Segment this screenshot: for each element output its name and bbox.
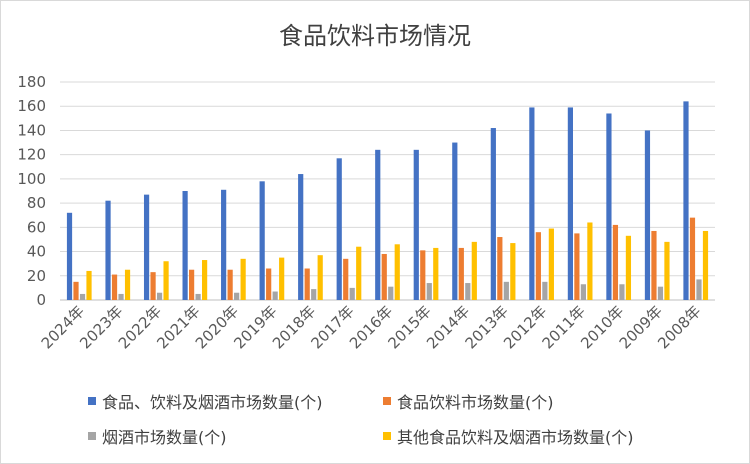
y-tick-label: 40 bbox=[27, 243, 46, 261]
bar-series-4 bbox=[625, 235, 632, 300]
bar-series-2 bbox=[189, 269, 195, 300]
legend-label: 食品饮料市场数量(个) bbox=[397, 393, 554, 412]
bar-series-4 bbox=[317, 255, 323, 300]
bar-series-4 bbox=[471, 241, 477, 300]
bar-series-2 bbox=[150, 272, 156, 300]
x-tick-label: 2008年 bbox=[654, 302, 704, 352]
bar-series-4 bbox=[510, 243, 516, 300]
bar-series-3 bbox=[696, 279, 702, 300]
legend-item-series-4: 其他食品饮料及烟酒市场数量(个) bbox=[383, 424, 634, 448]
y-tick-label: 100 bbox=[17, 170, 46, 188]
y-tick-label: 120 bbox=[17, 146, 46, 164]
bar-series-1 bbox=[66, 212, 73, 300]
bar-series-3 bbox=[234, 292, 240, 300]
bar-series-2 bbox=[343, 258, 349, 300]
bar-series-1 bbox=[567, 107, 573, 300]
chart-title: 食品饮料市场情况 bbox=[279, 22, 471, 50]
bar-series-3 bbox=[272, 291, 278, 300]
bar-series-2 bbox=[651, 230, 657, 300]
bar-series-3 bbox=[542, 281, 548, 300]
bar-series-1 bbox=[259, 181, 265, 300]
bar-series-4 bbox=[587, 222, 593, 300]
bar-series-4 bbox=[433, 247, 439, 300]
bar-series-4 bbox=[202, 260, 208, 300]
bar-series-1 bbox=[490, 128, 496, 300]
legend-label: 食品、饮料及烟酒市场数量(个) bbox=[102, 393, 323, 412]
bar-series-3 bbox=[118, 293, 124, 300]
bar-series-2 bbox=[227, 269, 233, 300]
bar-series-4 bbox=[240, 258, 246, 300]
y-tick-label: 60 bbox=[27, 218, 46, 236]
legend-item-series-3: 烟酒市场数量(个) bbox=[88, 424, 227, 448]
bar-series-2 bbox=[304, 268, 310, 300]
y-tick-label: 180 bbox=[17, 73, 46, 91]
legend-swatch bbox=[88, 432, 96, 440]
bar-series-4 bbox=[163, 261, 169, 300]
bar-series-3 bbox=[580, 284, 586, 300]
bar-series-2 bbox=[73, 281, 79, 300]
bar-series-1 bbox=[298, 174, 304, 300]
bar-series-3 bbox=[426, 283, 432, 300]
bar-series-4 bbox=[394, 244, 400, 300]
bar-series-1 bbox=[221, 189, 227, 300]
bar-series-1 bbox=[644, 130, 651, 300]
bar-series-1 bbox=[606, 113, 612, 300]
bar-series-3 bbox=[156, 292, 163, 300]
legend-swatch bbox=[383, 397, 391, 405]
y-tick-label: 160 bbox=[17, 97, 46, 115]
bar-series-1 bbox=[375, 149, 381, 300]
y-tick-label: 80 bbox=[27, 194, 46, 212]
bar-series-1 bbox=[182, 191, 188, 300]
bar-series-1 bbox=[105, 200, 111, 300]
bar-series-1 bbox=[413, 149, 419, 300]
bar-series-1 bbox=[143, 194, 150, 300]
bar-series-3 bbox=[311, 289, 317, 300]
bar-series-2 bbox=[420, 250, 426, 300]
legend-label: 其他食品饮料及烟酒市场数量(个) bbox=[397, 428, 634, 447]
bar-series-2 bbox=[111, 274, 118, 300]
bar-series-1 bbox=[452, 142, 458, 300]
bar-series-3 bbox=[465, 283, 471, 300]
bar-series-2 bbox=[535, 232, 541, 300]
bar-series-4 bbox=[279, 257, 285, 300]
bar-series-2 bbox=[612, 224, 619, 300]
legend-item-series-1: 食品、饮料及烟酒市场数量(个) bbox=[88, 389, 323, 413]
bar-series-4 bbox=[356, 246, 362, 300]
bar-series-3 bbox=[195, 293, 201, 300]
y-tick-label: 20 bbox=[27, 267, 46, 285]
bar-series-3 bbox=[349, 287, 355, 300]
bar-series-4 bbox=[664, 241, 670, 300]
bar-series-3 bbox=[79, 293, 86, 300]
bar-series-1 bbox=[336, 158, 342, 300]
legend-label: 烟酒市场数量(个) bbox=[102, 428, 227, 447]
legend-swatch bbox=[88, 397, 96, 405]
bar-series-4 bbox=[124, 269, 131, 300]
bar-series-1 bbox=[529, 107, 535, 300]
bar-series-3 bbox=[657, 286, 664, 300]
bar-series-2 bbox=[497, 237, 503, 300]
bar-series-4 bbox=[548, 228, 554, 300]
y-tick-label: 0 bbox=[36, 291, 46, 309]
bar-series-2 bbox=[689, 217, 696, 300]
bar-series-2 bbox=[381, 253, 387, 300]
legend-item-series-2: 食品饮料市场数量(个) bbox=[383, 389, 554, 413]
bar-series-2 bbox=[574, 233, 580, 300]
bar-series-4 bbox=[702, 230, 709, 300]
legend-swatch bbox=[383, 432, 391, 440]
bar-series-1 bbox=[683, 101, 689, 300]
bar-series-2 bbox=[266, 268, 272, 300]
y-tick-label: 140 bbox=[17, 121, 46, 139]
bar-series-3 bbox=[388, 286, 394, 300]
bar-series-2 bbox=[458, 247, 464, 300]
bar-series-4 bbox=[86, 270, 92, 300]
bar-series-3 bbox=[619, 284, 625, 300]
bar-series-3 bbox=[503, 281, 509, 300]
